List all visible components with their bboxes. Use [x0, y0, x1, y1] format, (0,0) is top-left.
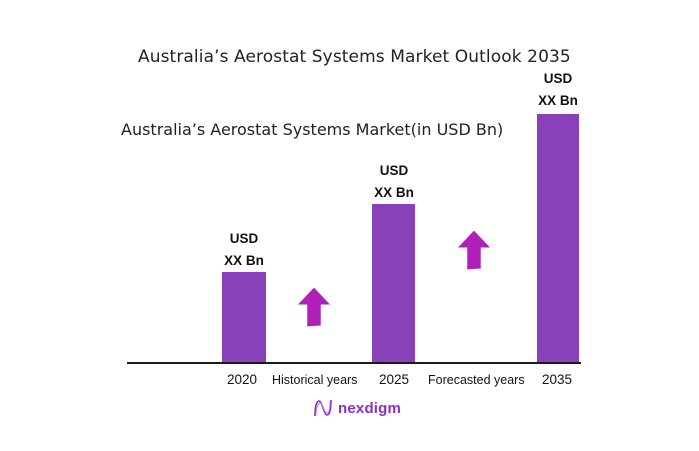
bar-2020-value-amount: XX Bn [224, 253, 264, 268]
bar-2035-value-currency: USD [543, 71, 573, 86]
bar-2020-value-label: USD XX Bn [222, 228, 266, 272]
chart-subtitle: Australia’s Aerostat Systems Market(in U… [121, 120, 504, 139]
nexdigm-wave-icon [314, 399, 332, 417]
bar-2035-value-amount: XX Bn [538, 93, 578, 108]
bar-2035 [537, 114, 579, 363]
chart-title: Australia’s Aerostat Systems Market Outl… [138, 47, 571, 67]
x-label-2035: 2035 [542, 372, 573, 387]
x-axis-line [127, 362, 581, 364]
nexdigm-logo: nexdigm [313, 399, 401, 417]
bar-2035-value-label: USD XX Bn [536, 68, 580, 112]
bar-2025-value-amount: XX Bn [374, 185, 414, 200]
historical-years-label: Historical years [272, 373, 358, 387]
bar-2025 [372, 204, 415, 363]
nexdigm-logo-text: nexdigm [338, 399, 402, 417]
bar-2020 [222, 272, 266, 363]
bar-2025-value-label: USD XX Bn [372, 160, 416, 204]
historical-growth-arrow-icon [298, 287, 330, 327]
bar-2020-value-currency: USD [229, 231, 259, 246]
forecasted-years-label: Forecasted years [428, 373, 525, 387]
x-label-2020: 2020 [227, 372, 258, 387]
forecast-growth-arrow-icon [458, 230, 490, 270]
bar-2025-value-currency: USD [379, 163, 409, 178]
x-label-2025: 2025 [379, 372, 410, 387]
